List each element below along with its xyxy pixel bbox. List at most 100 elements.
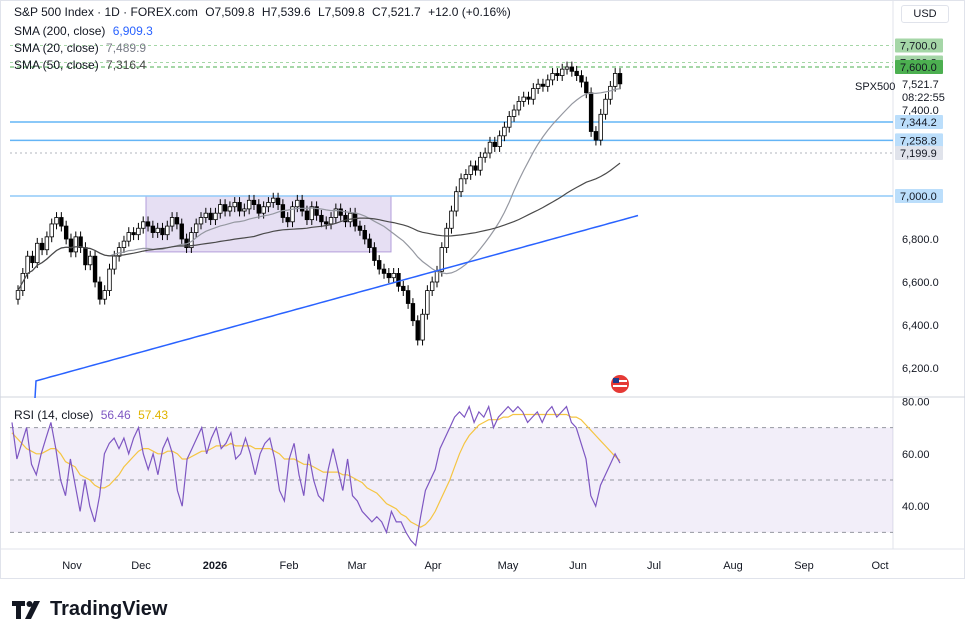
candle-up [333,208,339,218]
high-value: H7,539.6 [261,5,311,19]
us-event-icon [611,375,629,393]
candle-down [319,214,324,223]
us-event-icon-canton [613,378,619,383]
candle-up [15,290,21,300]
currency-button[interactable]: USD [901,5,949,23]
candle-down [59,217,64,227]
candle-down [526,96,531,100]
rsi-tick-label: 80.00 [902,396,930,408]
candle-up [271,197,276,203]
candle-up [295,199,300,208]
legend-rsi[interactable]: RSI (14, close) 56.46 57.43 [14,408,172,422]
candle-up [121,240,127,248]
level-badge-label: 7,199.9 [900,148,937,160]
time-tick-label: Oct [871,560,888,572]
candle-up [478,156,483,171]
candle-up [429,281,435,292]
candle-up [44,236,50,251]
close-value: C7,521.7 [372,5,421,19]
candle-up [598,113,603,141]
candle-up [242,208,247,212]
candle-up [511,109,517,117]
candle-up [261,206,266,214]
candle-down [256,204,261,214]
candle-down [208,212,213,221]
last-price-label: 7,521.7 [902,79,939,91]
level-badge-label: 7,600.0 [900,62,937,74]
candle-up [193,223,199,233]
ticker-tag: SPX500 [855,81,895,93]
candle-up [449,210,454,229]
time-tick-label: Nov [62,560,82,572]
level-badge [895,133,943,148]
candle-up [545,79,550,87]
candle-up [420,313,425,341]
rsi-line [11,404,621,547]
candle-down [540,83,546,87]
candle-down [569,66,575,72]
price-tick-label: 6,600.0 [902,277,939,289]
time-tick-label: 2026 [203,560,227,572]
countdown-label: 08:22:55 [902,92,945,104]
candle-up [521,96,526,102]
candle-up [169,217,175,227]
level-badge-label: 7,700.0 [900,41,937,53]
candle-up [198,217,204,225]
candle-up [454,191,459,212]
candle-up [391,272,396,279]
candle-down [131,232,136,236]
time-tick-label: May [498,560,519,572]
symbol-title[interactable]: S&P 500 Index · 1D · FOREX.com [14,5,198,19]
candle-down [343,214,348,223]
candle-up [482,152,488,158]
candle-up [232,202,237,208]
sma20-label: SMA (20, close) [14,41,99,55]
time-tick-label: Jul [647,560,661,572]
candle-down [473,165,478,171]
rsi-label: RSI (14, close) [14,408,94,422]
candle-up [434,270,440,283]
candle-up [439,247,445,272]
level-badge [895,189,943,203]
candle-up [112,255,117,270]
candle-up [328,217,334,225]
candle-down [338,208,343,216]
candle-up [88,255,93,266]
candle-down [588,92,594,132]
candle-down [617,73,623,85]
candle-up [309,206,314,221]
legend-sma20[interactable]: SMA (20, close) 7,489.9 [14,41,150,55]
sma200-line [34,214,639,399]
rsi-tick-label: 60.00 [902,449,930,461]
price-tick-label: 7,400.0 [902,105,939,117]
candle-up [49,223,54,238]
ohlc-header: S&P 500 Index · 1D · FOREX.com O7,509.8 … [14,5,515,19]
candle-down [275,197,281,205]
legend-sma50[interactable]: SMA (50, close) 7,316.4 [14,58,150,72]
candle-down [555,73,560,76]
us-event-icon-stripe [613,380,627,382]
candle-down [299,199,305,212]
price-tick-label: 6,800.0 [902,234,939,246]
candle-down [396,272,401,287]
candle-up [550,73,555,81]
level-badge [895,38,943,53]
sma50-line [17,162,621,291]
price-tick-label: 6,400.0 [902,320,939,332]
candle-up [516,101,522,111]
candle-up [227,206,233,212]
legend-sma200[interactable]: SMA (200, close) 6,909.3 [14,24,157,38]
tradingview-logo-icon [12,600,40,619]
candles [15,61,623,346]
candle-down [376,260,382,270]
candle-down [579,75,584,83]
candle-down [179,223,184,240]
sma200-value: 6,909.3 [112,24,153,38]
candle-up [116,247,122,257]
candle-up [564,66,570,70]
candle-up [507,116,512,128]
candle-up [463,174,469,180]
rsi-ma-line [11,413,621,528]
candle-down [324,221,329,225]
